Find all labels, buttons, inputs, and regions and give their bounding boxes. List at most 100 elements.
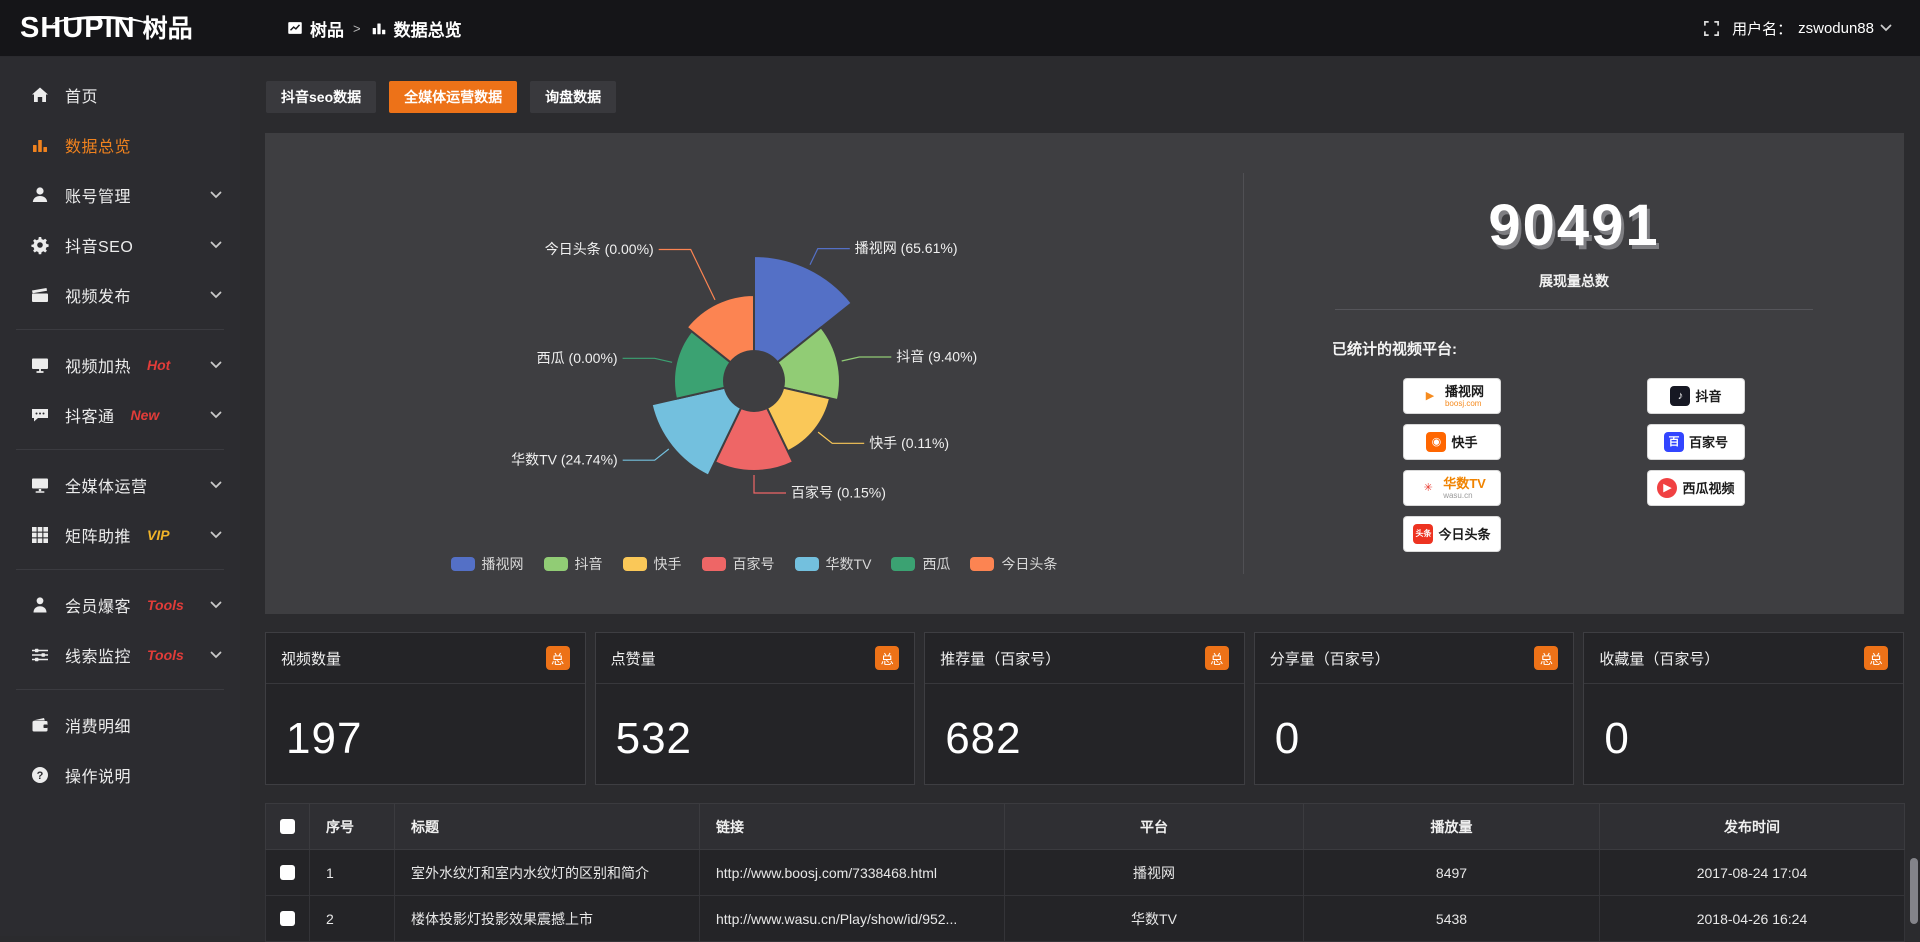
sidebar-item-线索监控[interactable]: 线索监控 Tools [0, 630, 240, 680]
华数TV-logo-icon: ✳ [1423, 481, 1433, 494]
tab-询盘数据[interactable]: 询盘数据 [530, 81, 617, 113]
legend-label: 百家号 [732, 556, 775, 572]
stat-card-value: 197 [286, 714, 363, 763]
row-url-link[interactable]: http://www.boosj.com/7338468.html [699, 849, 1005, 896]
pie-label-快手: 快手 (0.11%) [869, 435, 949, 451]
platform-badge-抖音: ♪ 抖音 [1648, 379, 1744, 413]
grid-icon [30, 525, 50, 545]
sidebar-item-全媒体运营[interactable]: 全媒体运营 [0, 460, 240, 510]
legend-item-抖音[interactable]: 抖音 [543, 554, 603, 574]
stats-panel: 90491 展现量总数 已统计的视频平台: ▶ 播视网 boosj.com ◉ 快手 ✳ 华… [1244, 133, 1904, 614]
data-table: 序号 标题 链接 平台 播放量 发布时间 1 室外水纹灯和室内水纹灯的区别和简介 http://… [265, 803, 1905, 942]
total-badge[interactable]: 总 [1204, 646, 1229, 670]
row-checkbox[interactable] [280, 865, 295, 880]
stat-card-header: 分享量（百家号） 总 [1254, 633, 1574, 684]
legend-marker-抖音 [543, 557, 568, 571]
page-scrollbar[interactable] [1910, 858, 1918, 924]
chevron-down-icon [210, 361, 222, 369]
total-badge[interactable]: 总 [1534, 646, 1559, 670]
tab-抖音seo数据[interactable]: 抖音seo数据 [266, 81, 377, 113]
sidebar-item-矩阵助推[interactable]: 矩阵助推 VIP [0, 510, 240, 560]
app-logo[interactable]: SHUPIN 树品 [0, 13, 240, 43]
breadcrumb-item-树品[interactable]: 树品 [286, 16, 344, 41]
platform-badge-播视网: ▶ 播视网 boosj.com [1404, 379, 1500, 413]
pie-label-今日头条: 今日头条 (0.00%) [545, 241, 654, 257]
sidebar-item-会员爆客[interactable]: 会员爆客 Tools [0, 580, 240, 630]
row-title-link[interactable]: 室外水纹灯和室内水纹灯的区别和简介 [394, 849, 700, 896]
sidebar-item-操作说明[interactable]: ? 操作说明 [0, 750, 240, 800]
chevron-down-icon [210, 651, 222, 659]
stat-card-title: 收藏量（百家号） [1599, 650, 1720, 668]
pie-label-西瓜: 西瓜 (0.00%) [537, 350, 618, 366]
row-publish-time: 2017-08-24 17:04 [1599, 849, 1905, 896]
stat-card-分享量（百家号）: 分享量（百家号） 总 0 [1253, 632, 1575, 785]
sidebar-item-数据总览[interactable]: 数据总览 [0, 120, 240, 170]
legend-item-快手[interactable]: 快手 [622, 554, 682, 574]
user-area: 用户名： zswodun88 [1703, 18, 1920, 39]
stat-card-value: 682 [945, 714, 1022, 763]
rose-chart: 播视网 (65.61%) 抖音 (9.40%) 快手 (0.11%) 百家号 (0.1… [511, 240, 977, 500]
sidebar-item-账号管理[interactable]: 账号管理 [0, 170, 240, 220]
pie-label-line-百家号 [753, 475, 786, 494]
pie-slice-播视网[interactable] [753, 254, 854, 364]
chevron-down-icon [210, 481, 222, 489]
legend-marker-今日头条 [970, 557, 995, 571]
sidebar-item-消费明细[interactable]: 消费明细 [0, 700, 240, 750]
table-row: 2 楼体投影灯投影效果震撼上市 http://www.wasu.cn/Play/sh… [265, 895, 1905, 942]
platform-badge-西瓜视频: ▶ 西瓜视频 [1648, 471, 1744, 505]
legend-item-今日头条[interactable]: 今日头条 [970, 554, 1057, 574]
row-index: 1 [309, 849, 395, 896]
row-title-link[interactable]: 楼体投影灯投影效果震撼上市 [394, 895, 700, 942]
sidebar-item-视频发布[interactable]: 视频发布 [0, 270, 240, 320]
row-checkbox[interactable] [280, 911, 295, 926]
platform-subtext: wasu.cn [1443, 490, 1473, 500]
breadcrumb-separator: > [353, 20, 361, 36]
sidebar-item-首页[interactable]: 首页 [0, 70, 240, 120]
sidebar-item-视频加热[interactable]: 视频加热 Hot [0, 340, 240, 390]
pie-slice-抖音[interactable] [776, 325, 841, 402]
stat-card-header: 点赞量 总 [595, 633, 915, 684]
heat-icon [30, 355, 50, 375]
platform-name: 播视网 [1444, 383, 1484, 399]
sidebar-item-抖客通[interactable]: 抖客通 New [0, 390, 240, 440]
platforms-grid: ▶ 播视网 boosj.com ◉ 快手 ✳ 华数TV wasu.cn 头条 今日头条 ♪ 抖音百百家… [1404, 379, 1744, 551]
select-all-checkbox[interactable] [280, 819, 295, 834]
legend-item-播视网[interactable]: 播视网 [450, 554, 524, 574]
total-badge[interactable]: 总 [545, 646, 570, 670]
fullscreen-icon[interactable] [1703, 20, 1720, 37]
sidebar-item-tag-Tools: Tools [147, 597, 184, 613]
bars-icon [370, 19, 388, 37]
pie-slice-今日头条[interactable] [685, 293, 755, 364]
tabs-bar: 抖音seo数据 全媒体运营数据 询盘数据 [266, 81, 1920, 113]
platform-badge-text: 播视网 boosj.com [1445, 385, 1484, 408]
platforms-label: 已统计的视频平台: [1332, 341, 1457, 358]
total-badge[interactable]: 总 [1863, 646, 1888, 670]
row-url-link[interactable]: http://www.wasu.cn/Play/show/id/952... [699, 895, 1005, 942]
top-bar: SHUPIN 树品 树品 > 数据总览 用户名： zswodun88 [0, 0, 1920, 57]
sidebar-item-label: 抖音SEO [65, 239, 134, 256]
sidebar-item-label: 视频加热 [65, 359, 132, 376]
logo-text-cn: 树品 [142, 14, 193, 43]
platform-name: 抖音 [1695, 388, 1722, 404]
tab-全媒体运营数据[interactable]: 全媒体运营数据 [389, 81, 518, 113]
legend-item-百家号[interactable]: 百家号 [701, 554, 775, 574]
legend-item-华数TV[interactable]: 华数TV [794, 554, 871, 574]
legend-item-西瓜[interactable]: 西瓜 [891, 554, 950, 574]
total-badge[interactable]: 总 [875, 646, 900, 670]
bars-icon [30, 135, 50, 155]
stat-card-title: 推荐量（百家号） [940, 650, 1061, 668]
stat-card-title: 分享量（百家号） [1269, 650, 1390, 668]
column-header-标题: 标题 [394, 803, 700, 850]
username-value: zswodun88 [1798, 19, 1874, 37]
column-header-序号: 序号 [309, 803, 395, 850]
sidebar-item-抖音SEO[interactable]: 抖音SEO [0, 220, 240, 270]
pie-slice-华数TV[interactable] [650, 386, 743, 477]
快手-logo-icon: ◉ [1426, 432, 1447, 452]
breadcrumb-item-数据总览[interactable]: 数据总览 [370, 16, 462, 41]
username-menu[interactable]: 用户名： zswodun88 [1732, 18, 1892, 39]
user-icon [30, 185, 50, 205]
sidebar-item-label: 账号管理 [65, 189, 132, 206]
sidebar-item-label: 数据总览 [65, 139, 132, 156]
stat-card-title: 视频数量 [281, 650, 342, 668]
